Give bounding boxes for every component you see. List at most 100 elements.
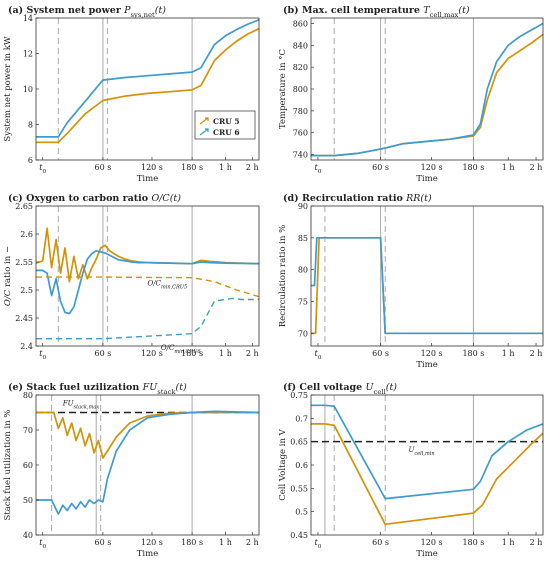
x-tick-label: 1 h [219,538,232,547]
y-axis-label: Recirculation ratio in % [278,225,288,327]
x-tick-label: 1 h [219,163,232,172]
series-line [36,276,260,298]
x-tick-label: t0 [39,163,46,175]
y-tick-label: 760 [293,129,308,138]
y-tick-label: 0.6 [295,461,308,470]
y-tick-label: 10 [23,85,33,94]
y-tick-label: 0.7 [295,414,308,423]
plot-area [311,395,543,535]
x-tick-label: 2 h [530,163,543,172]
y-tick-label: 820 [293,63,308,72]
plot-frame [310,205,544,347]
x-tick-label: 180 s [462,538,484,547]
annotation-label: O/Cmin,CRU6 [161,344,202,355]
y-tick-label: 840 [293,41,308,50]
y-axis-label: Stack fuel utilization in % [3,410,13,521]
y-tick-label: 80 [298,266,308,275]
chart-title: (e) Stack fuel uzilization FUstack(t) [8,382,187,396]
x-tick-label: 180 s [462,349,484,358]
x-tick-label: 60 s [372,163,389,172]
y-tick-label: 860 [293,19,308,28]
y-axis-label: Cell Voltage in V [278,428,288,500]
y-tick-label: 8 [28,121,33,130]
plot-frame [35,205,260,347]
plot-area [311,18,543,160]
y-tick-label: 740 [293,151,308,160]
annotation-label: O/Cmin,CRU5 [148,280,188,291]
y-tick-label: 2.55 [15,258,33,267]
x-tick-label: t0 [39,538,46,550]
chart-title: (c) Oxygen to carbon ratio O/C(t) [8,193,181,204]
y-tick-label: 780 [293,107,308,116]
x-tick-label: 2 h [246,163,259,172]
series-line [36,249,260,315]
legend-label: CRU 5 [213,117,240,126]
x-tick-label: 60 s [372,349,389,358]
legend-label: CRU 6 [213,128,240,137]
y-tick-label: 0.5 [295,508,308,517]
x-tick-label: 60 s [94,163,111,172]
x-tick-label: 60 s [372,538,389,547]
x-tick-label: 2 h [530,349,543,358]
annotation-label: FUstack,max [62,400,100,411]
panel-a: (a) System net power Psys,net(t) 6 8 10 12 14… [3,5,260,184]
x-tick-label: t0 [39,349,46,361]
y-tick-label: 2.4 [20,342,33,351]
y-tick-label: 80 [23,391,33,400]
x-tick-label: 60 s [94,538,111,547]
x-axis-label: Time [137,174,158,184]
series-line [36,410,260,515]
series-line [311,404,544,500]
x-tick-label: 1 h [219,349,232,358]
plot-area [36,206,259,346]
chart-title: (a) System net power Psys,net(t) [8,5,166,19]
panel-d: (d) Recirculation ratio RR(t) 70 75 80 85 90 t… [278,193,544,370]
legend: CRU 5 CRU 6 [194,110,256,140]
y-tick-label: 0.75 [290,391,308,400]
y-tick-label: 0.65 [290,438,308,447]
x-tick-label: 1 h [502,163,515,172]
series-line [36,297,259,340]
x-tick-label: 180 s [181,349,203,358]
annotation-label: Ucell,min [408,446,434,457]
x-tick-label: t0 [315,163,322,175]
x-axis-label: Time [416,174,437,184]
panel-c: (c) Oxygen to carbon ratio O/C(t) O/Cmin,… [3,193,260,361]
x-tick-label: 120 s [421,349,443,358]
panel-e: (e) Stack fuel uzilization FUstack(t) FUs… [3,382,260,559]
y-tick-label: 50 [23,496,33,505]
x-tick-label: 180 s [181,163,203,172]
x-axis-label: Time [137,549,158,559]
x-tick-label: 1 h [502,349,515,358]
y-axis-label: Temperature in °C [278,49,288,129]
panel-b: (b) Max. cell temperature Tcell,max(t) 74… [278,5,544,184]
x-tick-label: 1 h [502,538,515,547]
chart-title: (d) Recirculation ratio RR(t) [283,193,432,204]
x-tick-label: 180 s [462,163,484,172]
x-tick-label: 180 s [181,538,203,547]
y-tick-label: 70 [298,329,308,338]
x-tick-label: 2 h [246,538,259,547]
x-tick-label: 60 s [94,349,111,358]
legend-box [194,110,256,140]
series-line [311,236,543,335]
y-tick-label: 70 [23,426,33,435]
panel-f: (f) Cell voltage Ucell(t) Ucell,min 0.45 0.… [278,382,544,559]
chart-title: (b) Max. cell temperature Tcell,max(t) [283,5,470,19]
y-tick-label: 0.55 [290,484,308,493]
x-tick-label: 2 h [246,349,259,358]
y-tick-label: 40 [23,531,33,540]
y-tick-label: 6 [28,156,33,165]
y-tick-label: 75 [298,297,308,306]
x-tick-label: 2 h [530,538,543,547]
series-line [36,27,260,144]
y-tick-label: 12 [23,50,33,59]
x-tick-label: 120 s [421,538,443,547]
x-tick-label: 120 s [141,538,163,547]
y-tick-label: 60 [23,461,33,470]
y-tick-label: 0.45 [290,531,308,540]
y-axis-label: System net power in kW [3,36,13,141]
x-tick-label: 120 s [421,163,443,172]
